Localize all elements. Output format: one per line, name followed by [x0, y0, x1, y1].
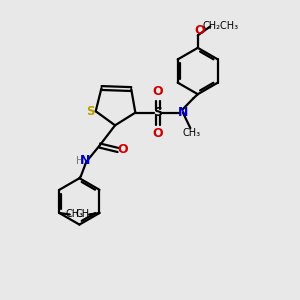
Text: O: O	[152, 85, 163, 98]
Text: O: O	[194, 24, 205, 38]
Text: CH₃: CH₃	[183, 128, 201, 138]
Text: N: N	[80, 154, 90, 167]
Text: S: S	[153, 106, 162, 119]
Text: CH₂CH₃: CH₂CH₃	[202, 21, 239, 31]
Text: CH₃: CH₃	[76, 209, 94, 220]
Text: CH₃: CH₃	[65, 209, 83, 220]
Text: O: O	[152, 127, 163, 140]
Text: N: N	[178, 106, 188, 119]
Text: S: S	[86, 105, 94, 118]
Text: O: O	[118, 143, 128, 157]
Text: H: H	[76, 156, 84, 166]
